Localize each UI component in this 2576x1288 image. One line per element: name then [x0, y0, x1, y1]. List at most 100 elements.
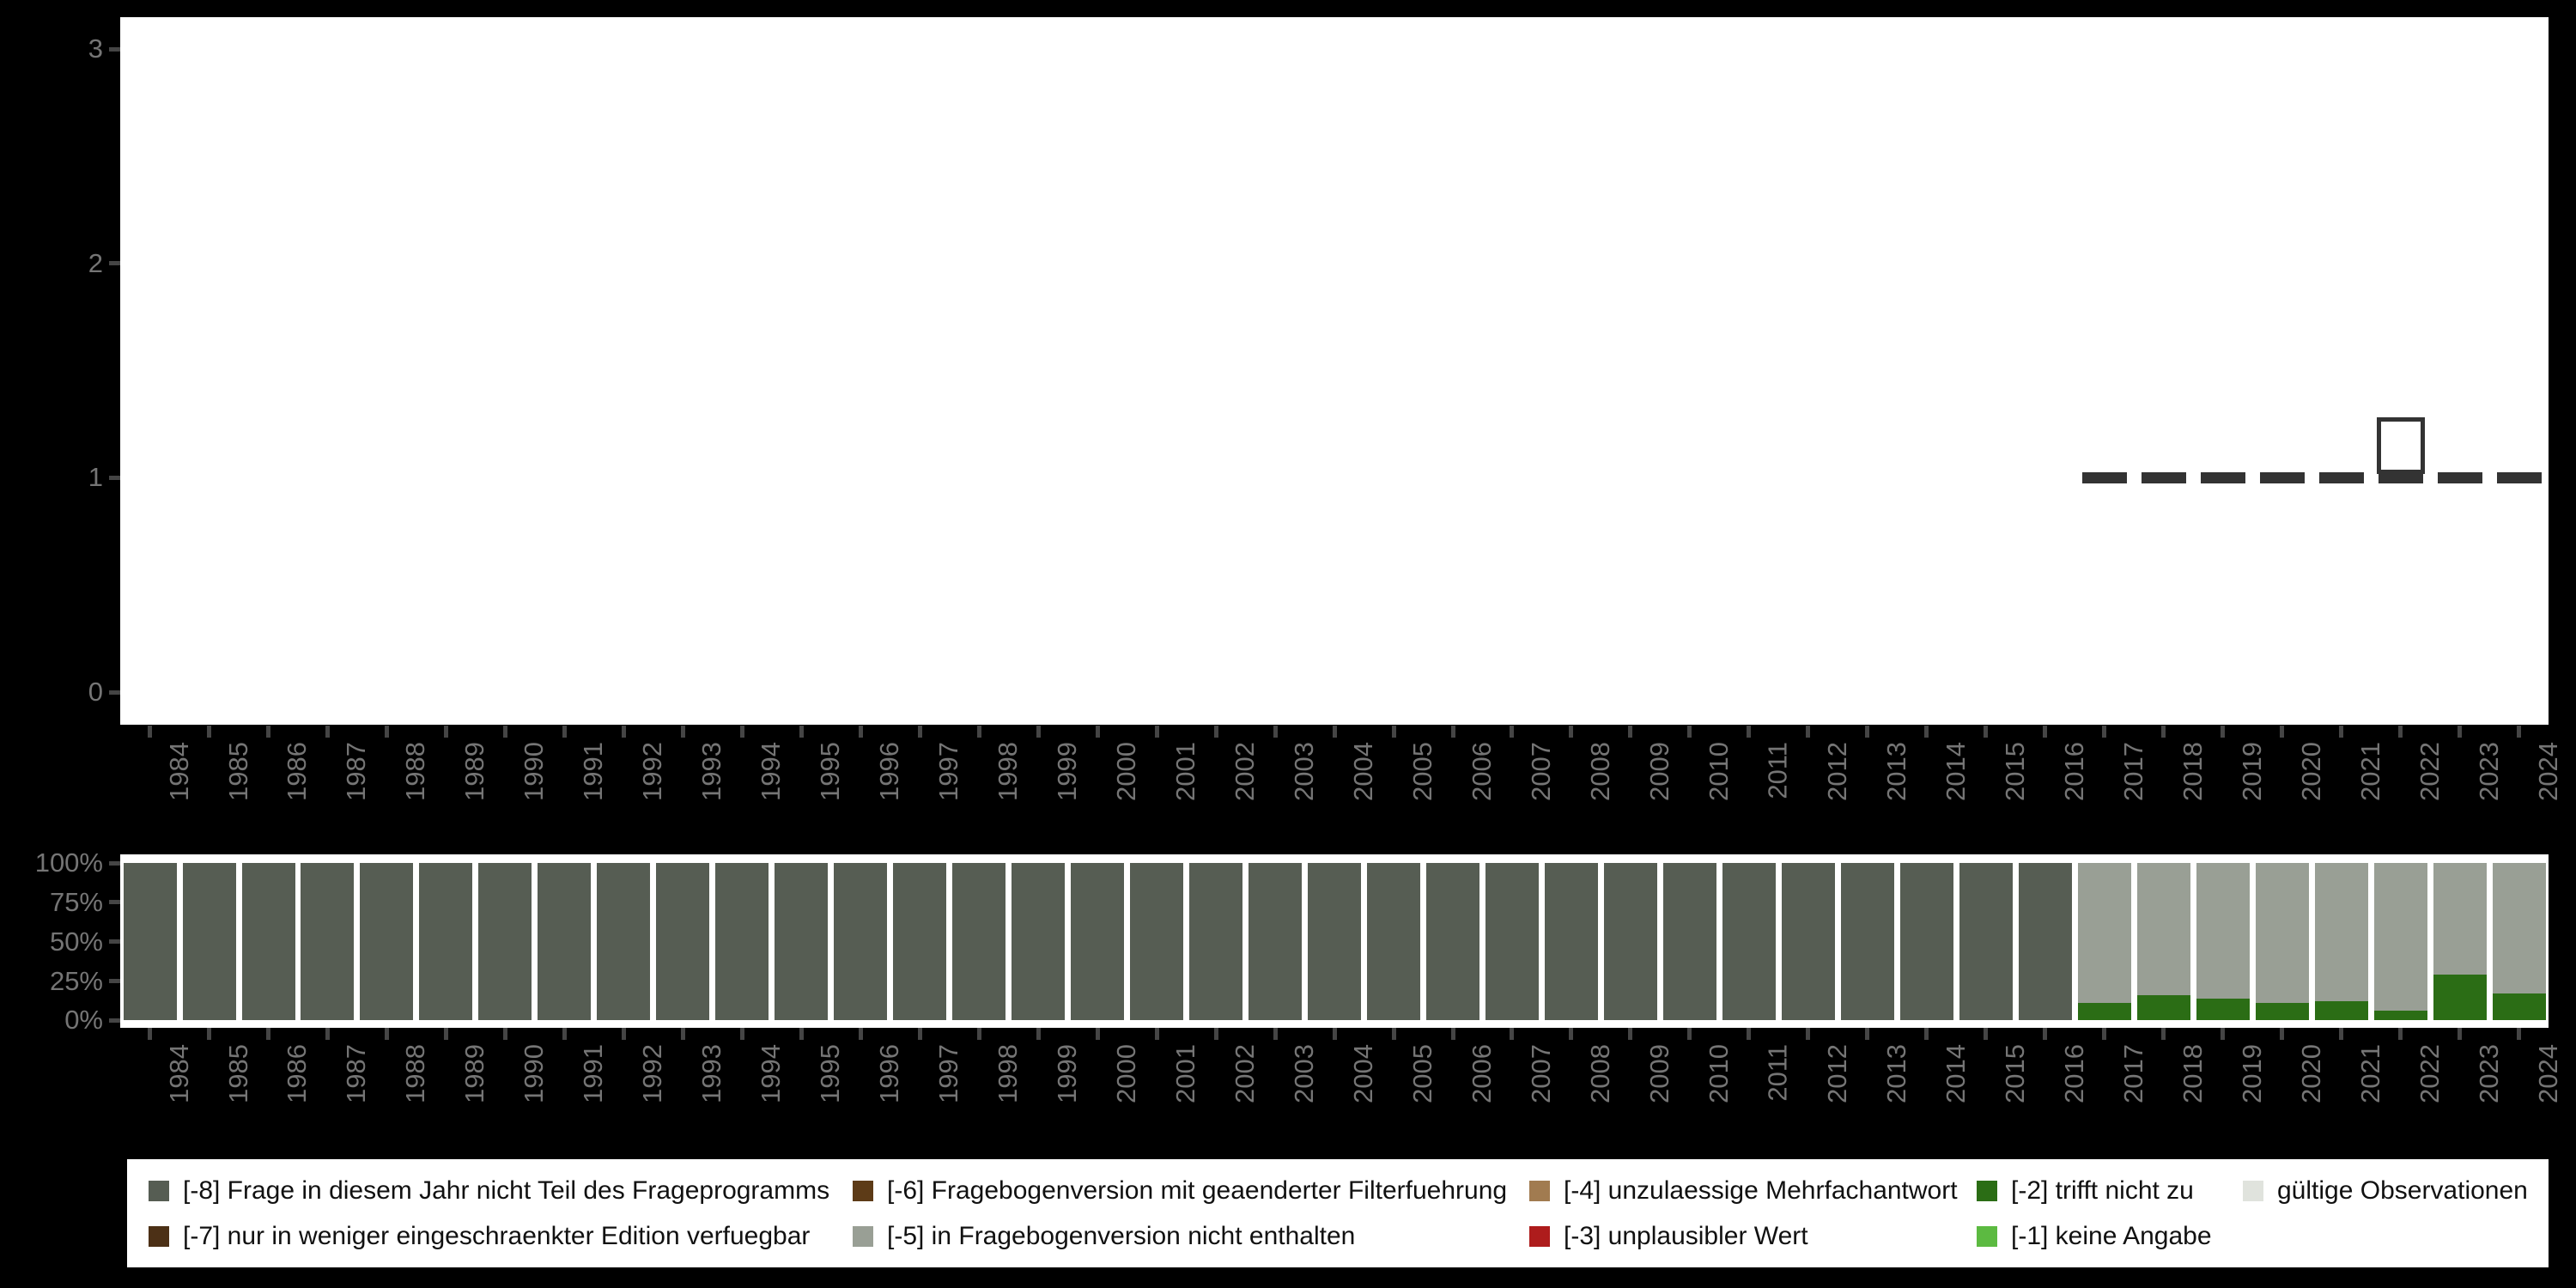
top-x-tick-label: 2015: [1999, 742, 2030, 801]
bottom-x-tick: [621, 1028, 626, 1040]
bottom-x-tick: [1924, 1028, 1929, 1040]
bar-2003-seg-0: [1249, 863, 1302, 1021]
bottom-x-tick: [2398, 1028, 2403, 1040]
bar-1986-seg-0: [241, 863, 295, 1021]
bottom-x-tick-label: 2014: [1940, 1044, 1971, 1103]
bottom-x-tick: [1036, 1028, 1041, 1040]
top-x-tick-label: 1992: [637, 742, 668, 801]
top-x-tick-label: 2000: [1111, 742, 1142, 801]
bar-2023-seg-2: [2433, 975, 2487, 1021]
bottom-x-tick: [2458, 1028, 2462, 1040]
bottom-y-tick-label: 50%: [49, 926, 103, 957]
legend-swatch: [1977, 1181, 1997, 1201]
legend-swatch: [149, 1226, 169, 1247]
bottom-x-tick-label: 2020: [2295, 1044, 2326, 1103]
top-x-tick: [2517, 726, 2521, 738]
bar-1989-seg-0: [419, 863, 473, 1021]
bar-1987-seg-0: [301, 863, 355, 1021]
bar-2013-seg-0: [1840, 863, 1894, 1021]
top-x-tick-label: 1988: [400, 742, 431, 801]
median-dash-2021: [2318, 471, 2364, 483]
bottom-x-tick-label: 2002: [1230, 1044, 1260, 1103]
top-x-tick-label: 2012: [1821, 742, 1852, 801]
bottom-x-tick: [1154, 1028, 1159, 1040]
bottom-x-tick: [265, 1028, 270, 1040]
bottom-x-tick: [1865, 1028, 1870, 1040]
bar-2024-seg-2: [2492, 993, 2546, 1021]
bottom-x-tick-label: 2013: [1880, 1044, 1911, 1103]
bottom-x-tick: [325, 1028, 330, 1040]
bottom-y-tick: [109, 1018, 120, 1023]
top-x-tick-label: 2005: [1407, 742, 1437, 801]
top-x-tick-label: 2006: [1467, 742, 1497, 801]
bottom-x-tick: [502, 1028, 507, 1040]
bottom-y-tick-label: 0%: [64, 1005, 103, 1036]
bar-2010-seg-0: [1662, 863, 1716, 1021]
legend-label: [-6] Fragebogenversion mit geaenderter F…: [887, 1176, 1508, 1205]
bottom-x-tick-label: 2000: [1111, 1044, 1142, 1103]
bar-2021-seg-1: [2314, 863, 2368, 1002]
top-x-tick-label: 1998: [993, 742, 1024, 801]
bar-2007-seg-0: [1485, 863, 1539, 1021]
top-x-tick-label: 2007: [1525, 742, 1556, 801]
top-x-tick-label: 1985: [222, 742, 253, 801]
top-x-tick: [2280, 726, 2285, 738]
bottom-x-tick-label: 2003: [1289, 1044, 1319, 1103]
bar-2000-seg-0: [1071, 863, 1125, 1021]
bar-1995-seg-0: [775, 863, 829, 1021]
bottom-x-tick: [739, 1028, 744, 1040]
bottom-x-tick-label: 2001: [1170, 1044, 1201, 1103]
bottom-x-tick-label: 1991: [578, 1044, 609, 1103]
bottom-x-tick: [2102, 1028, 2107, 1040]
top-x-tick: [2043, 726, 2048, 738]
bar-1991-seg-0: [538, 863, 592, 1021]
legend-swatch: [1529, 1226, 1550, 1247]
top-x-tick: [1213, 726, 1218, 738]
top-x-tick: [2161, 726, 2166, 738]
bottom-x-tick: [2043, 1028, 2048, 1040]
top-x-tick: [2458, 726, 2462, 738]
bottom-x-tick-label: 2007: [1525, 1044, 1556, 1103]
top-x-tick: [207, 726, 211, 738]
top-x-tick-label: 2010: [1703, 742, 1734, 801]
bottom-x-tick-label: 1992: [637, 1044, 668, 1103]
bottom-x-tick: [2280, 1028, 2285, 1040]
bottom-x-tick: [1332, 1028, 1337, 1040]
top-x-tick: [621, 726, 626, 738]
top-x-tick: [1569, 726, 1574, 738]
top-y-tick-label: 1: [88, 462, 103, 493]
bottom-x-tick: [2517, 1028, 2521, 1040]
legend-label: [-8] Frage in diesem Jahr nicht Teil des…: [183, 1176, 830, 1205]
median-dash-2020: [2259, 471, 2305, 483]
top-x-tick: [1095, 726, 1100, 738]
legend-label: [-2] trifft nicht zu: [2011, 1176, 2194, 1205]
bottom-x-tick-label: 1990: [519, 1044, 550, 1103]
bottom-x-tick-label: 1995: [815, 1044, 846, 1103]
legend-label: [-1] keine Angabe: [2011, 1222, 2212, 1250]
bar-2016-seg-0: [2018, 863, 2072, 1021]
top-x-tick-label: 1989: [459, 742, 490, 801]
bottom-x-tick-label: 1985: [222, 1044, 253, 1103]
top-x-tick-label: 1994: [756, 742, 787, 801]
bottom-x-tick: [1747, 1028, 1752, 1040]
bar-2018-seg-2: [2136, 995, 2190, 1021]
top-x-tick-label: 2019: [2236, 742, 2267, 801]
top-x-tick-label: 2001: [1170, 742, 1201, 801]
top-x-tick-label: 1996: [874, 742, 905, 801]
top-x-tick: [1747, 726, 1752, 738]
legend-label: [-4] unzulaessige Mehrfachantwort: [1564, 1176, 1958, 1205]
bar-1992-seg-0: [597, 863, 651, 1021]
bottom-x-tick-label: 2015: [1999, 1044, 2030, 1103]
top-x-tick: [1865, 726, 1870, 738]
bar-2019-seg-1: [2196, 863, 2250, 999]
top-x-tick: [739, 726, 744, 738]
top-x-tick-label: 1995: [815, 742, 846, 801]
top-x-tick: [1510, 726, 1515, 738]
legend-swatch: [149, 1181, 169, 1201]
top-x-tick: [1154, 726, 1159, 738]
bottom-x-tick: [1273, 1028, 1278, 1040]
bar-1994-seg-0: [715, 863, 769, 1021]
bar-2022-seg-1: [2373, 863, 2427, 1012]
bottom-x-tick: [1984, 1028, 1989, 1040]
top-x-tick-label: 2013: [1880, 742, 1911, 801]
